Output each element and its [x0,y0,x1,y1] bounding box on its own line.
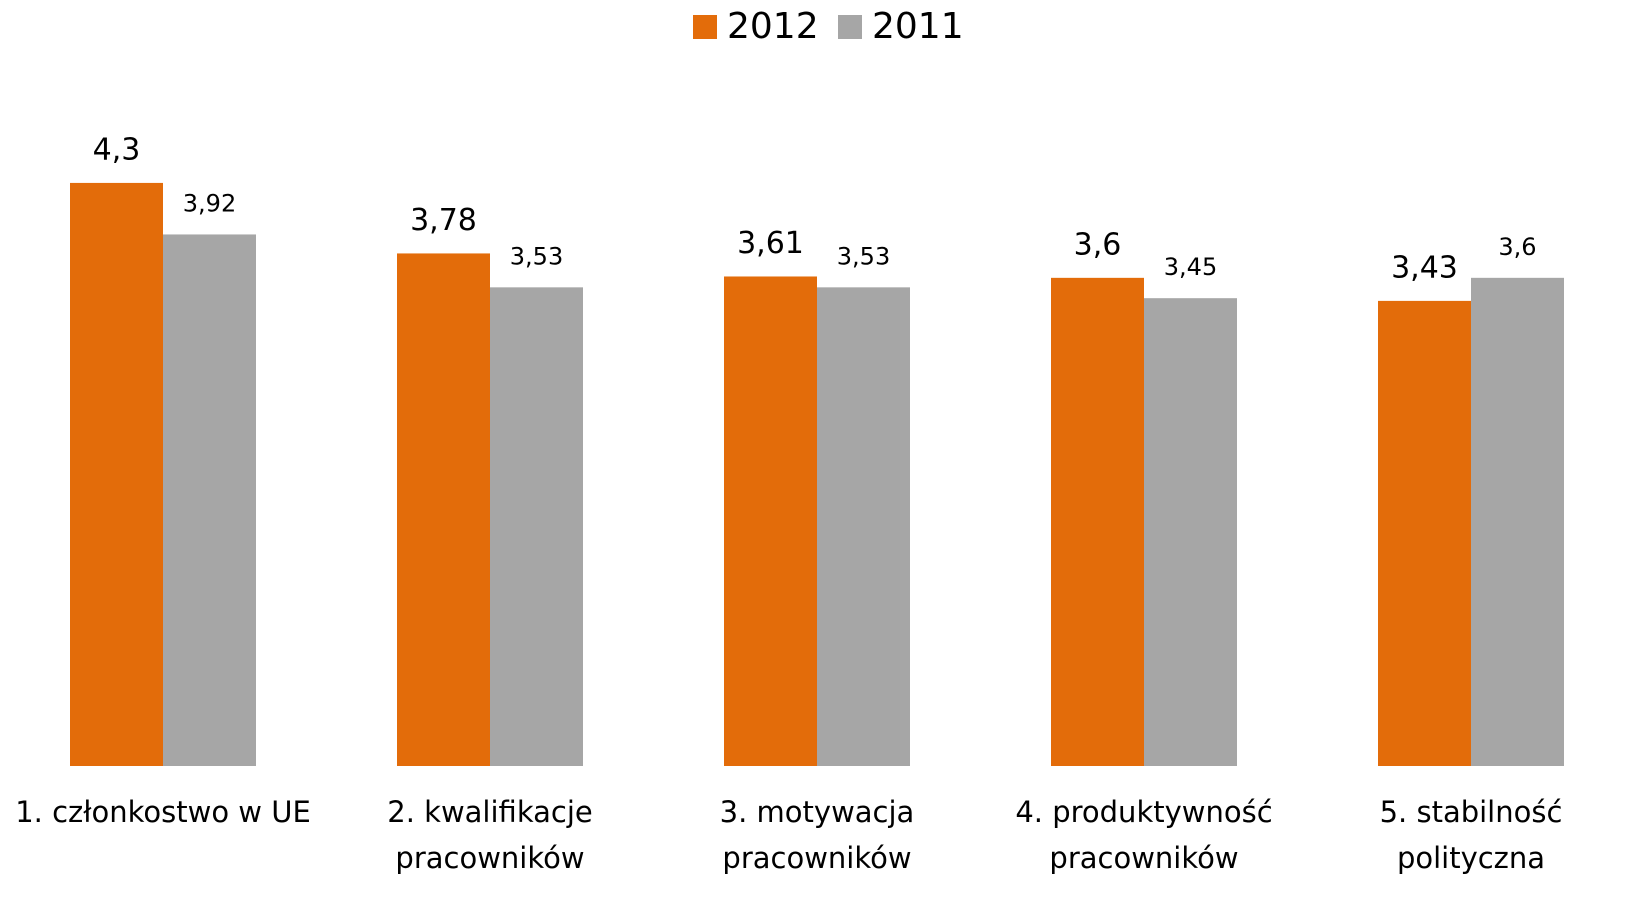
value-label: 3,61 [737,226,804,261]
bar [490,287,583,766]
bar [163,234,256,766]
x-tick-label: 5. stabilność polityczna [1379,795,1563,875]
bar [1471,277,1564,766]
x-tick-label: 4. produktywność pracowników [1015,795,1273,875]
value-label: 3,53 [837,242,890,270]
legend-label: 2012 [727,6,819,47]
x-tick-label: 1. członkostwo w UE [15,795,311,829]
bar [397,253,490,766]
bar [1144,298,1237,766]
value-label: 3,6 [1074,227,1122,262]
bar [70,182,163,767]
legend-swatch [838,15,862,39]
value-label: 3,53 [510,242,563,270]
bar [1051,277,1144,766]
bar [1378,300,1471,766]
bar [724,276,817,766]
value-label: 3,6 [1498,233,1536,261]
legend-swatch [693,15,717,39]
bar [817,287,910,766]
x-tick-label: 3. motywacja pracowników [719,795,915,875]
value-label: 4,3 [93,132,141,167]
x-tick-label: 2. kwalifikacje pracowników [387,795,593,875]
value-label: 3,78 [410,203,477,238]
legend-label: 2011 [872,6,964,47]
value-label: 3,43 [1391,250,1458,285]
value-label: 3,45 [1164,253,1217,281]
value-label: 3,92 [183,189,236,217]
